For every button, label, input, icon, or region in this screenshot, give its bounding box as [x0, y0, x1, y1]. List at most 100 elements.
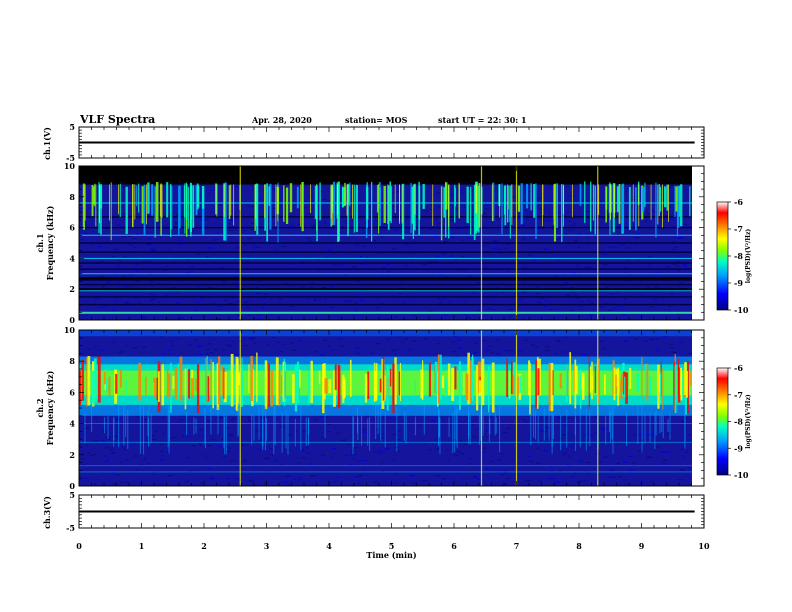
noise-speck: [676, 265, 681, 267]
noise-speck: [263, 483, 267, 485]
noise-speck: [392, 191, 396, 193]
noise-speck: [94, 346, 97, 348]
noise-speck: [687, 467, 692, 469]
noise-speck: [167, 437, 173, 439]
noise-speck: [661, 463, 667, 465]
noise-speck: [466, 237, 470, 239]
upper-band: [79, 330, 692, 337]
noise-speck: [475, 428, 480, 430]
noise-speck: [478, 309, 481, 311]
noise-speck: [321, 287, 327, 289]
noise-speck: [352, 458, 356, 460]
noise-speck: [257, 415, 263, 417]
noise-speck: [472, 475, 477, 477]
noise-speck: [607, 476, 612, 478]
noise-speck: [535, 447, 539, 449]
noise-speck: [116, 281, 120, 283]
noise-speck: [555, 238, 561, 240]
noise-speck: [377, 432, 381, 434]
noise-speck: [161, 417, 165, 419]
noise-speck: [557, 212, 562, 214]
upper-band: [79, 166, 692, 185]
noise-speck: [205, 457, 208, 459]
noise-speck: [105, 287, 108, 289]
noise-speck: [263, 293, 268, 295]
noise-speck: [107, 428, 110, 430]
noise-speck: [382, 433, 387, 435]
noise-speck: [262, 285, 265, 287]
noise-speck: [152, 298, 157, 300]
noise-speck: [166, 265, 169, 267]
noise-speck: [235, 478, 241, 480]
noise-speck: [492, 241, 497, 243]
noise-speck: [564, 282, 569, 284]
noise-speck: [460, 192, 464, 194]
noise-speck: [99, 349, 104, 351]
noise-speck: [237, 315, 241, 317]
noise-speck: [535, 227, 541, 229]
noise-speck: [257, 314, 261, 316]
noise-speck: [558, 237, 563, 239]
noise-speck: [632, 186, 636, 188]
noise-speck: [311, 282, 314, 284]
noise-speck: [528, 254, 533, 256]
noise-speck: [662, 452, 667, 454]
noise-speck: [452, 439, 456, 441]
noise-speck: [347, 300, 352, 302]
noise-speck: [333, 480, 338, 482]
noise-speck: [501, 484, 506, 486]
noise-speck: [213, 238, 219, 240]
noise-speck: [279, 426, 284, 428]
noise-speck: [248, 338, 254, 340]
noise-speck: [662, 298, 665, 300]
noise-speck: [667, 432, 672, 434]
noise-speck: [380, 235, 384, 237]
noise-speck: [380, 461, 383, 463]
noise-speck: [234, 354, 240, 356]
noise-speck: [394, 229, 398, 231]
noise-speck: [196, 253, 201, 255]
noise-speck: [567, 455, 571, 457]
noise-speck: [617, 233, 620, 235]
noise-speck: [465, 355, 469, 357]
noise-speck: [359, 293, 362, 295]
noise-speck: [118, 352, 123, 354]
noise-speck: [237, 314, 241, 316]
noise-speck: [175, 222, 181, 224]
noise-speck: [205, 353, 209, 355]
noise-speck: [662, 459, 668, 461]
noise-speck: [248, 479, 252, 481]
noise-speck: [136, 233, 139, 235]
noise-speck: [145, 418, 150, 420]
noise-speck: [569, 286, 574, 288]
noise-speck: [443, 241, 448, 243]
noise-speck: [278, 350, 283, 352]
noise-speck: [512, 196, 517, 198]
noise-speck: [617, 476, 622, 478]
noise-speck: [106, 281, 112, 283]
noise-speck: [288, 434, 292, 436]
noise-speck: [388, 417, 393, 419]
noise-speck: [538, 480, 543, 482]
noise-speck: [442, 253, 447, 255]
noise-speck: [537, 302, 541, 304]
noise-speck: [410, 314, 416, 316]
noise-speck: [374, 240, 377, 242]
noise-speck: [605, 286, 609, 288]
noise-speck: [193, 309, 198, 311]
noise-speck: [173, 291, 179, 293]
noise-speck: [575, 297, 580, 299]
noise-speck: [520, 318, 526, 320]
noise-speck: [637, 450, 643, 452]
noise-speck: [210, 439, 216, 441]
noise-speck: [164, 295, 169, 297]
noise-speck: [147, 238, 152, 240]
noise-speck: [561, 454, 566, 456]
noise-speck: [522, 266, 528, 268]
noise-speck: [196, 301, 199, 303]
noise-speck: [326, 257, 329, 259]
noise-speck: [246, 205, 251, 207]
noise-speck: [423, 442, 427, 444]
noise-speck: [411, 474, 416, 476]
noise-speck: [445, 449, 449, 451]
